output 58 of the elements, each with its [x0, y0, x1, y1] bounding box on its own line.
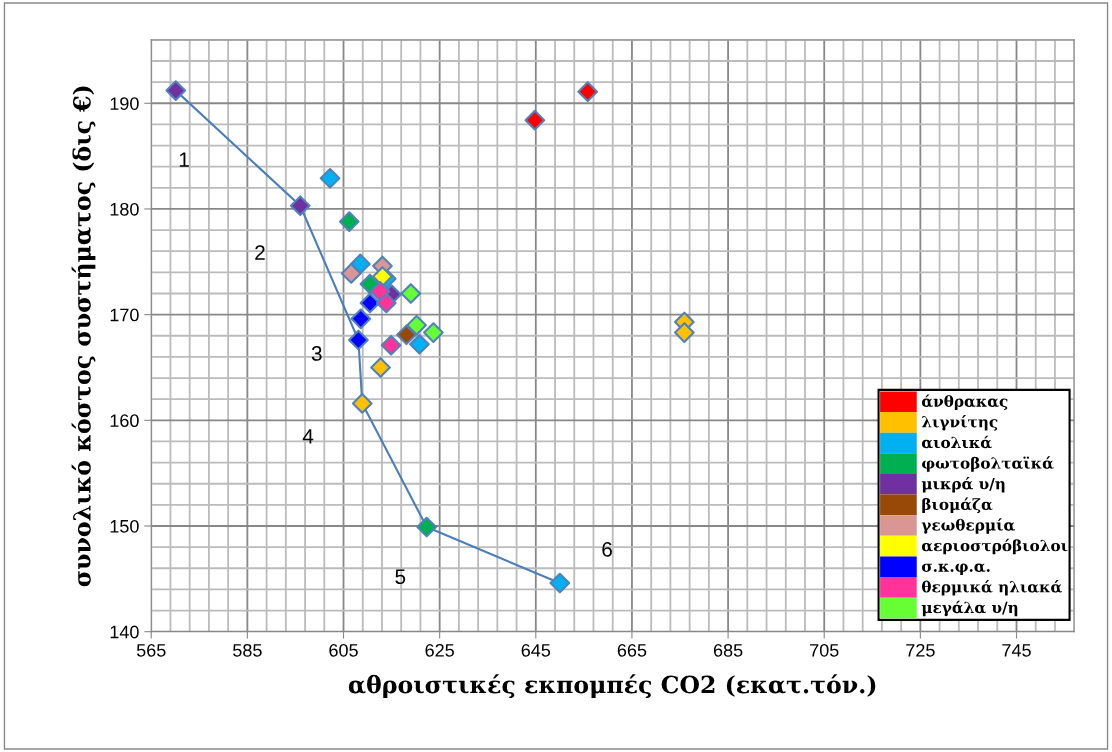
y-tick-label: 160 — [110, 414, 139, 428]
legend-label: άνθρακας — [921, 394, 1008, 410]
point — [348, 329, 369, 351]
legend-label: σ.κ.φ.α. — [921, 563, 990, 575]
point — [359, 292, 381, 314]
point — [409, 333, 430, 355]
y-tick-label: 190 — [110, 97, 139, 110]
x-tick-label: 745 — [1002, 644, 1031, 657]
x-tick-label: 725 — [906, 643, 935, 657]
point — [319, 167, 341, 189]
y-tick-label: 150 — [110, 519, 139, 533]
point — [577, 81, 599, 102]
point — [549, 572, 571, 594]
legend-label: μεγάλα υ/η — [921, 600, 1018, 617]
point — [380, 334, 402, 356]
legend-label: λιγνίτης — [921, 415, 998, 431]
y-axis-title: συνολικό κόστος συστήματος (δις €) — [71, 86, 96, 587]
x-tick-label: 665 — [617, 643, 647, 657]
annotation: 6 — [602, 541, 612, 557]
point — [423, 322, 444, 343]
x-tick-label: 585 — [233, 643, 262, 657]
point — [351, 393, 373, 414]
point — [370, 357, 391, 378]
legend-label: αεριοστρόβιολοι — [921, 538, 1068, 555]
point — [673, 322, 695, 343]
annotation: 2 — [255, 245, 265, 260]
point — [338, 211, 360, 232]
legend-label: γεωθερμία — [921, 518, 1015, 534]
annotation: 4 — [302, 429, 314, 444]
x-tick-label: 645 — [521, 643, 551, 657]
point — [375, 292, 397, 314]
annotation: 1 — [179, 152, 189, 167]
point — [396, 324, 417, 346]
legend-label: φωτοβολταϊκά — [922, 456, 1054, 472]
point — [350, 308, 372, 330]
x-axis-title: αθροιστικές εκπομπές CO2 (εκατ.τόν.) — [348, 674, 876, 699]
legend-label: βιομάζα — [922, 497, 993, 514]
legend-label: θερμικά ηλιακά — [921, 580, 1062, 596]
point — [406, 314, 427, 336]
point — [165, 80, 187, 101]
point — [349, 253, 371, 275]
x-tick-label: 565 — [136, 643, 166, 657]
legend-label: αιολικά — [921, 435, 992, 449]
y-tick-label: 140 — [110, 625, 139, 639]
x-tick-label: 625 — [425, 643, 454, 657]
legend-label: μικρά υ/η — [921, 477, 1005, 493]
annotation: 5 — [395, 569, 406, 585]
annotation: 3 — [311, 346, 322, 361]
point — [524, 109, 546, 131]
y-tick-label: 170 — [110, 308, 139, 322]
x-tick-label: 605 — [329, 643, 358, 657]
y-tick-label: 180 — [110, 202, 139, 216]
point — [289, 195, 311, 217]
x-tick-label: 685 — [713, 643, 743, 657]
point — [416, 516, 438, 538]
point — [400, 283, 422, 304]
x-tick-label: 705 — [810, 643, 839, 657]
point — [340, 263, 362, 284]
